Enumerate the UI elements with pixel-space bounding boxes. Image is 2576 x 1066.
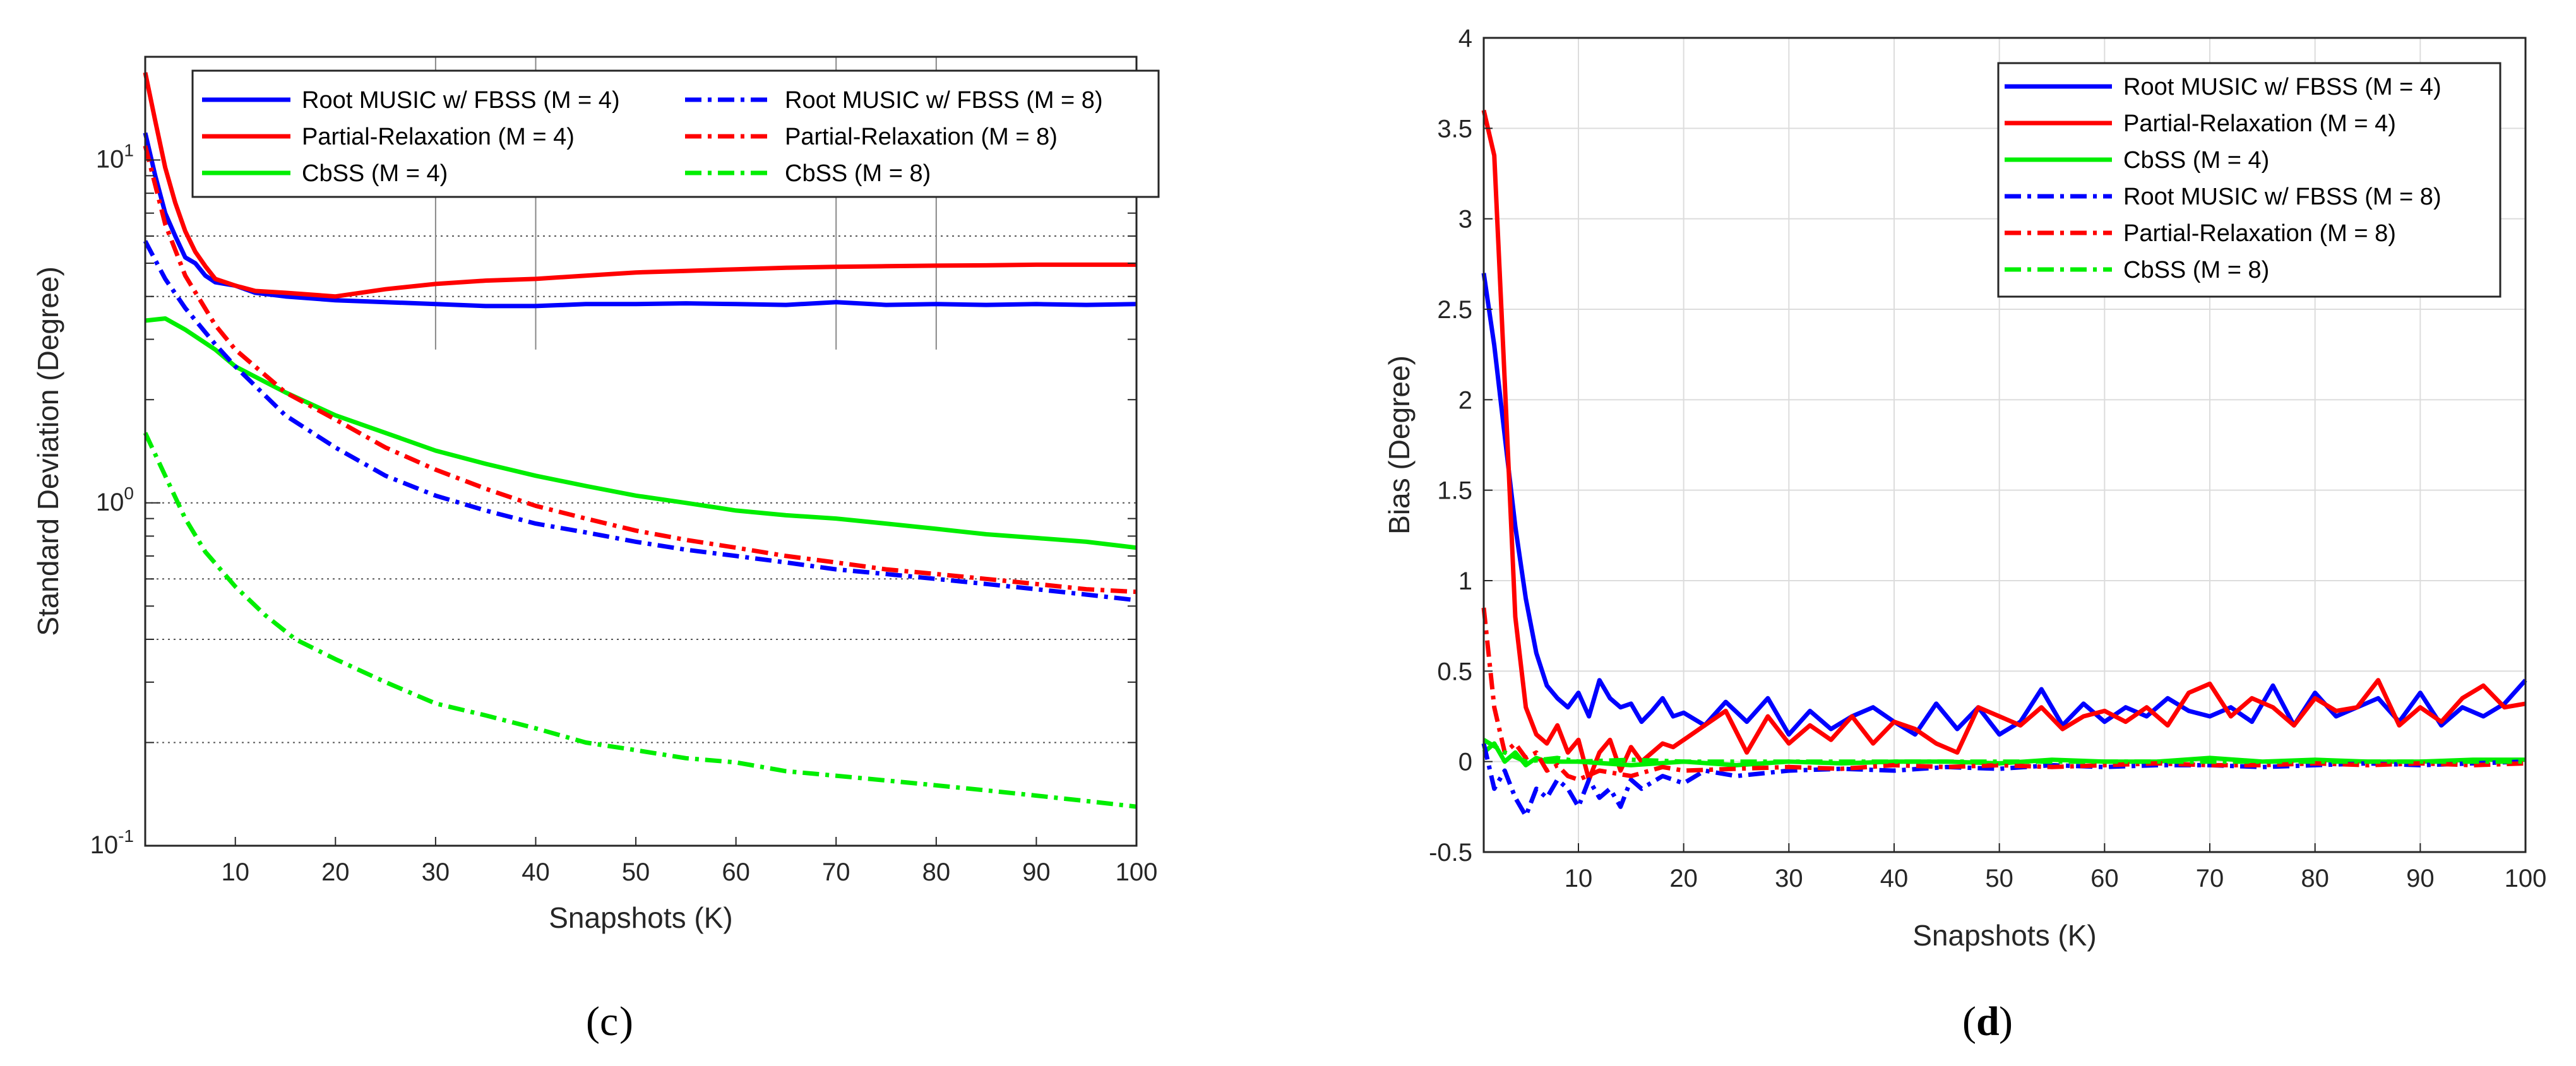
panel-d-open-paren: ( — [1962, 998, 1976, 1045]
chart-d: 10 20 30 40 50 60 70 80 90 100 -0.5 0 0.5 1 1.5 2 2.5 3 3.… — [1383, 25, 2546, 952]
series-line-root-music-w-fbss-m-8 — [143, 240, 1137, 603]
chart-d-axes-box — [1482, 37, 2527, 853]
x-tick-label: 50 — [622, 858, 650, 886]
legend-label-cbss-m-8: CbSS (M = 8) — [785, 160, 931, 187]
x-tick-label: 20 — [321, 858, 350, 886]
panel-c-close-paren: ) — [619, 998, 633, 1045]
y-tick-base: 10 — [96, 489, 124, 516]
x-tick-label: 40 — [1880, 865, 1909, 892]
chart-d-xlabel: Snapshots (K) — [1912, 919, 2096, 952]
y-tick-label: 0 — [1458, 749, 1472, 776]
legend-label-cbss-m-4: CbSS (M = 4) — [2123, 147, 2269, 174]
legend-label-cbss-m-4: CbSS (M = 4) — [302, 160, 448, 187]
legend-label-partial-relaxation-m-4: Partial-Relaxation (M = 4) — [2123, 110, 2396, 137]
y-tick-label: 4 — [1458, 25, 1472, 52]
panel-label-d: ( d ) — [1962, 998, 2013, 1045]
series-line-root-music-w-fbss-m-4 — [1481, 273, 2527, 737]
x-tick-label: 80 — [922, 858, 951, 886]
legend-label-root-music-w-fbss-m-8: Root MUSIC w/ FBSS (M = 8) — [785, 87, 1103, 114]
series-line-partial-relaxation-m-4 — [1481, 109, 2526, 782]
series-line-cbss-m-8 — [143, 432, 1137, 809]
chart-d-ticks: 10 20 30 40 50 60 70 80 90 100 -0.5 0 0.5 1 1.5 2 2.5 3 3.… — [1429, 25, 2546, 892]
panel-d-close-paren: ) — [1999, 998, 2013, 1045]
y-tick-exponent: 0 — [124, 483, 134, 503]
legend-label-partial-relaxation-m-8: Partial-Relaxation (M = 8) — [2123, 220, 2396, 247]
y-tick-label: 3.5 — [1437, 115, 1472, 143]
x-tick-label: 70 — [2196, 865, 2224, 892]
legend-label-root-music-w-fbss-m-4: Root MUSIC w/ FBSS (M = 4) — [2123, 74, 2442, 100]
y-tick-label: 10-1 — [90, 826, 134, 859]
panel-c-letter: c — [600, 998, 618, 1045]
x-tick-label: 20 — [1669, 865, 1698, 892]
y-tick-label: 3 — [1458, 206, 1472, 234]
x-tick-label: 30 — [1775, 865, 1803, 892]
y-tick-label: 1 — [1458, 567, 1472, 595]
series-line-partial-relaxation-m-8 — [143, 145, 1137, 595]
chart-d-ylabel: Bias (Degree) — [1383, 355, 1416, 535]
series-line-root-music-w-fbss-m-4 — [143, 132, 1137, 309]
chart-c-legend: Root MUSIC w/ FBSS (M = 4) Partial-Relaxa… — [191, 69, 1160, 198]
x-tick-label: 90 — [2406, 865, 2435, 892]
chart-c-series — [143, 72, 1137, 809]
y-tick-label: 101 — [96, 141, 134, 174]
legend-label-root-music-w-fbss-m-4: Root MUSIC w/ FBSS (M = 4) — [302, 87, 620, 114]
legend-label-cbss-m-8: CbSS (M = 8) — [2123, 257, 2269, 283]
x-tick-label: 60 — [2090, 865, 2119, 892]
chart-d-legend: Root MUSIC w/ FBSS (M = 4) Partial-Relaxa… — [1997, 62, 2501, 298]
legend-label-root-music-w-fbss-m-8: Root MUSIC w/ FBSS (M = 8) — [2123, 184, 2442, 210]
y-tick-exponent: 1 — [124, 141, 134, 160]
x-tick-label: 80 — [2301, 865, 2329, 892]
y-tick-label: 0.5 — [1437, 658, 1472, 685]
series-line-partial-relaxation-m-4 — [143, 72, 1136, 299]
series-line-root-music-w-fbss-m-8 — [1481, 743, 2526, 819]
chart-c-ylabel: Standard Deviation (Degree) — [32, 266, 64, 636]
panel-c-open-paren: ( — [586, 998, 600, 1045]
x-tick-label: 30 — [422, 858, 450, 886]
x-tick-label: 40 — [522, 858, 550, 886]
y-tick-label: 2.5 — [1437, 296, 1472, 324]
y-tick-label: 100 — [96, 483, 134, 516]
y-tick-label: 1.5 — [1437, 477, 1472, 505]
series-line-partial-relaxation-m-8 — [1481, 607, 2526, 782]
chart-c-axes-box — [144, 56, 1138, 847]
y-tick-label: 2 — [1458, 386, 1472, 414]
legend-label-partial-relaxation-m-4: Partial-Relaxation (M = 4) — [302, 124, 575, 150]
x-tick-label: 50 — [1985, 865, 2013, 892]
x-tick-label: 10 — [1565, 865, 1593, 892]
x-tick-label: 100 — [1116, 858, 1158, 886]
chart-d-legend-box — [1997, 62, 2501, 298]
panel-d-letter: d — [1976, 998, 2000, 1045]
y-tick-base: 10 — [96, 146, 124, 174]
x-tick-label: 100 — [2505, 865, 2547, 892]
legend-label-partial-relaxation-m-8: Partial-Relaxation (M = 8) — [785, 124, 1058, 150]
y-tick-label: -0.5 — [1429, 839, 1472, 867]
chart-c-legend-box — [191, 69, 1160, 198]
chart-c-xlabel: Snapshots (K) — [549, 901, 732, 934]
x-tick-label: 60 — [722, 858, 750, 886]
y-tick-exponent: -1 — [118, 826, 134, 846]
x-tick-label: 90 — [1022, 858, 1051, 886]
chart-d-series — [1481, 109, 2527, 819]
x-tick-label: 70 — [822, 858, 850, 886]
y-tick-base: 10 — [90, 831, 119, 859]
x-tick-label: 10 — [221, 858, 249, 886]
panel-label-c: ( c ) — [586, 998, 633, 1045]
